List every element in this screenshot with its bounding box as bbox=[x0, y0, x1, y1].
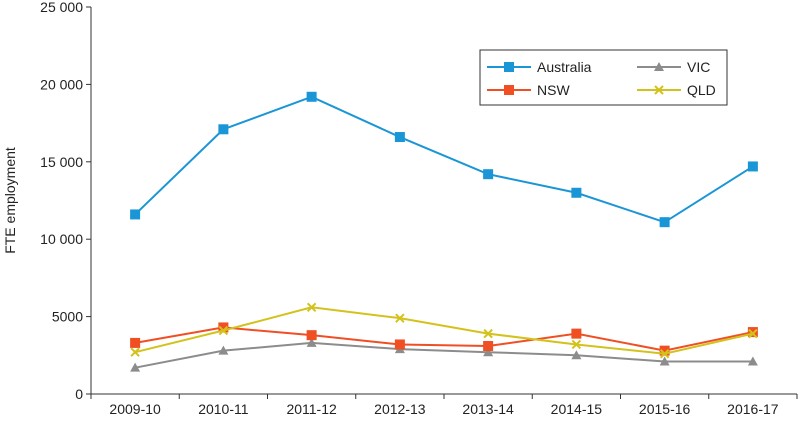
y-tick-label: 20 000 bbox=[40, 76, 83, 92]
y-tick-label: 10 000 bbox=[40, 231, 83, 247]
legend-item-qld: QLD bbox=[637, 82, 716, 98]
legend-item-australia: Australia bbox=[487, 59, 592, 75]
data-point-australia bbox=[394, 132, 405, 143]
data-point-qld bbox=[306, 302, 317, 313]
data-point-qld bbox=[659, 349, 670, 359]
x-tick-label: 2011-12 bbox=[286, 401, 337, 417]
data-point-vic bbox=[483, 347, 494, 357]
legend-item-nsw: NSW bbox=[487, 82, 570, 98]
x-tick-label: 2013-14 bbox=[462, 401, 514, 417]
data-point-qld bbox=[130, 347, 140, 357]
series-line-qld bbox=[134, 306, 754, 355]
series-line-vic bbox=[134, 341, 753, 369]
data-point-vic bbox=[218, 345, 229, 355]
x-marker-stroke bbox=[659, 349, 670, 359]
data-point-nsw bbox=[394, 339, 405, 350]
x-tick-label: 2015-16 bbox=[639, 401, 691, 417]
x-marker-stroke bbox=[395, 313, 405, 323]
series-line-nsw bbox=[134, 326, 754, 352]
data-point-qld bbox=[483, 328, 493, 339]
data-point-australia bbox=[218, 124, 229, 135]
legend-label: NSW bbox=[537, 82, 570, 98]
x-tick-label: 2012-13 bbox=[374, 401, 426, 417]
legend-marker bbox=[504, 62, 514, 72]
data-point-vic bbox=[659, 356, 670, 366]
x-marker-stroke bbox=[654, 85, 664, 95]
data-point-nsw bbox=[747, 327, 758, 338]
x-tick-label: 2014-15 bbox=[551, 401, 603, 417]
x-tick-label: 2010-11 bbox=[198, 401, 249, 417]
y-axis-label: FTE employment bbox=[2, 147, 18, 254]
data-point-qld bbox=[571, 339, 582, 350]
y-tick-label: 0 bbox=[75, 386, 83, 402]
y-tick-label: 15 000 bbox=[40, 154, 83, 170]
data-point-australia bbox=[306, 91, 317, 102]
x-marker-stroke bbox=[571, 339, 582, 350]
series-australia bbox=[130, 91, 758, 228]
legend-label: Australia bbox=[537, 59, 592, 75]
data-point-nsw bbox=[306, 330, 317, 341]
x-tick-label: 2009-10 bbox=[109, 401, 161, 417]
legend-marker bbox=[654, 62, 664, 71]
x-marker-stroke bbox=[218, 325, 229, 336]
data-point-vic bbox=[130, 362, 141, 372]
x-marker-stroke bbox=[748, 328, 758, 339]
data-point-vic bbox=[747, 356, 758, 366]
y-tick-label: 25 000 bbox=[40, 0, 83, 15]
data-point-qld bbox=[218, 325, 229, 336]
x-tick-label: 2016-17 bbox=[727, 401, 779, 417]
series-line-australia bbox=[134, 95, 754, 224]
data-point-australia bbox=[483, 169, 494, 180]
series-qld bbox=[130, 302, 758, 359]
series-lines bbox=[130, 91, 758, 372]
legend-box bbox=[479, 49, 728, 106]
data-point-australia bbox=[659, 217, 670, 228]
legend-marker bbox=[504, 85, 514, 95]
data-point-australia bbox=[571, 187, 582, 198]
data-point-nsw bbox=[659, 345, 670, 356]
data-point-nsw bbox=[130, 337, 141, 348]
data-point-nsw bbox=[218, 322, 229, 333]
data-point-nsw bbox=[483, 341, 494, 352]
x-marker-stroke bbox=[130, 347, 140, 357]
legend-label: QLD bbox=[687, 82, 716, 98]
data-point-qld bbox=[395, 313, 405, 323]
y-tick-label: 5000 bbox=[52, 309, 83, 325]
data-point-australia bbox=[747, 161, 758, 172]
legend-item-vic: VIC bbox=[637, 59, 710, 75]
x-marker-stroke bbox=[306, 302, 317, 313]
data-point-nsw bbox=[571, 328, 582, 339]
legend: Australia VIC NSW QLD bbox=[479, 49, 728, 106]
legend-label: VIC bbox=[687, 59, 710, 75]
data-point-vic bbox=[306, 337, 317, 347]
series-nsw bbox=[130, 322, 758, 356]
data-point-vic bbox=[571, 350, 582, 360]
legend-marker bbox=[654, 85, 664, 95]
data-point-qld bbox=[748, 328, 758, 339]
x-marker-stroke bbox=[483, 328, 493, 339]
data-point-australia bbox=[130, 209, 141, 220]
